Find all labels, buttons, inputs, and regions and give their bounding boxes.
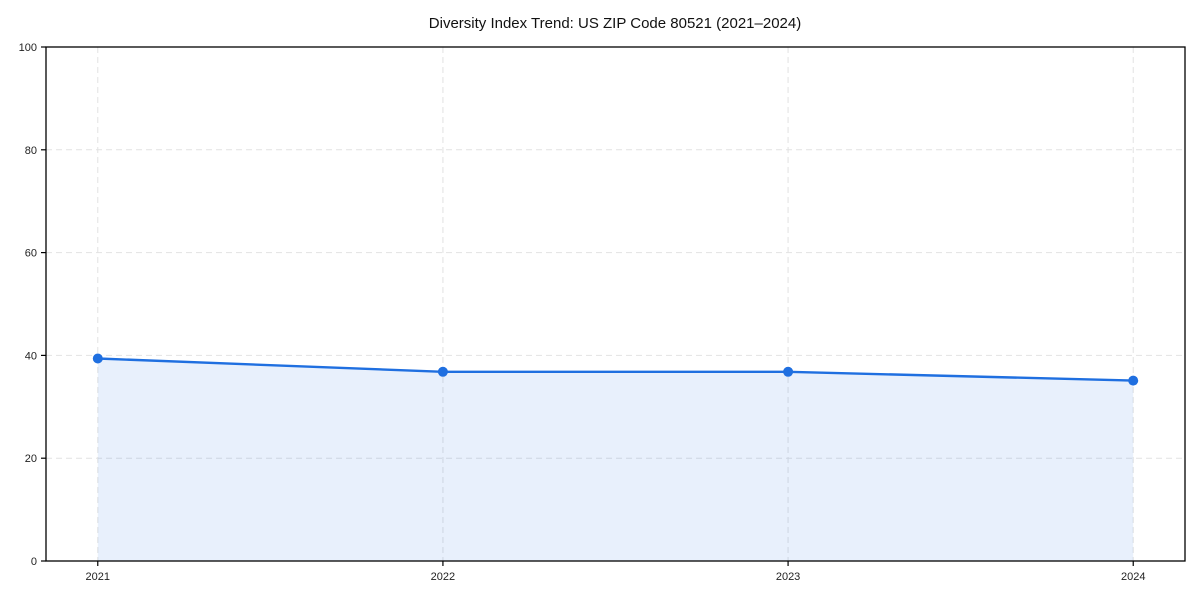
- y-axis-tick-label: 80: [25, 145, 37, 157]
- area-fill: [97, 358, 1134, 561]
- axes-layer: 0 20 40 60 80 100 2021 2022 2023 2024: [19, 42, 1186, 583]
- y-axis-tick-label: 40: [25, 350, 37, 362]
- gridlines: [46, 47, 1185, 561]
- x-axis-tick-label: 2022: [431, 571, 455, 583]
- data-point-marker: [783, 366, 794, 377]
- data-point-marker: [437, 366, 448, 377]
- trend-line: [96, 357, 1135, 382]
- chart-title: Diversity Index Trend: US ZIP Code 80521…: [429, 15, 801, 32]
- y-axis-tick-label: 0: [31, 556, 37, 568]
- data-point-marker: [92, 353, 103, 364]
- x-axis-tick-label: 2023: [776, 571, 800, 583]
- series-layer: [92, 353, 1139, 561]
- x-axis-tick-label: 2024: [1121, 571, 1145, 583]
- data-point-marker: [1128, 375, 1139, 386]
- y-axis-tick-label: 20: [25, 453, 37, 465]
- x-axis-tick-label: 2021: [86, 571, 110, 583]
- plot-border: [45, 46, 1186, 562]
- y-axis-tick-label: 100: [19, 42, 37, 54]
- y-axis-tick-label: 60: [25, 248, 37, 260]
